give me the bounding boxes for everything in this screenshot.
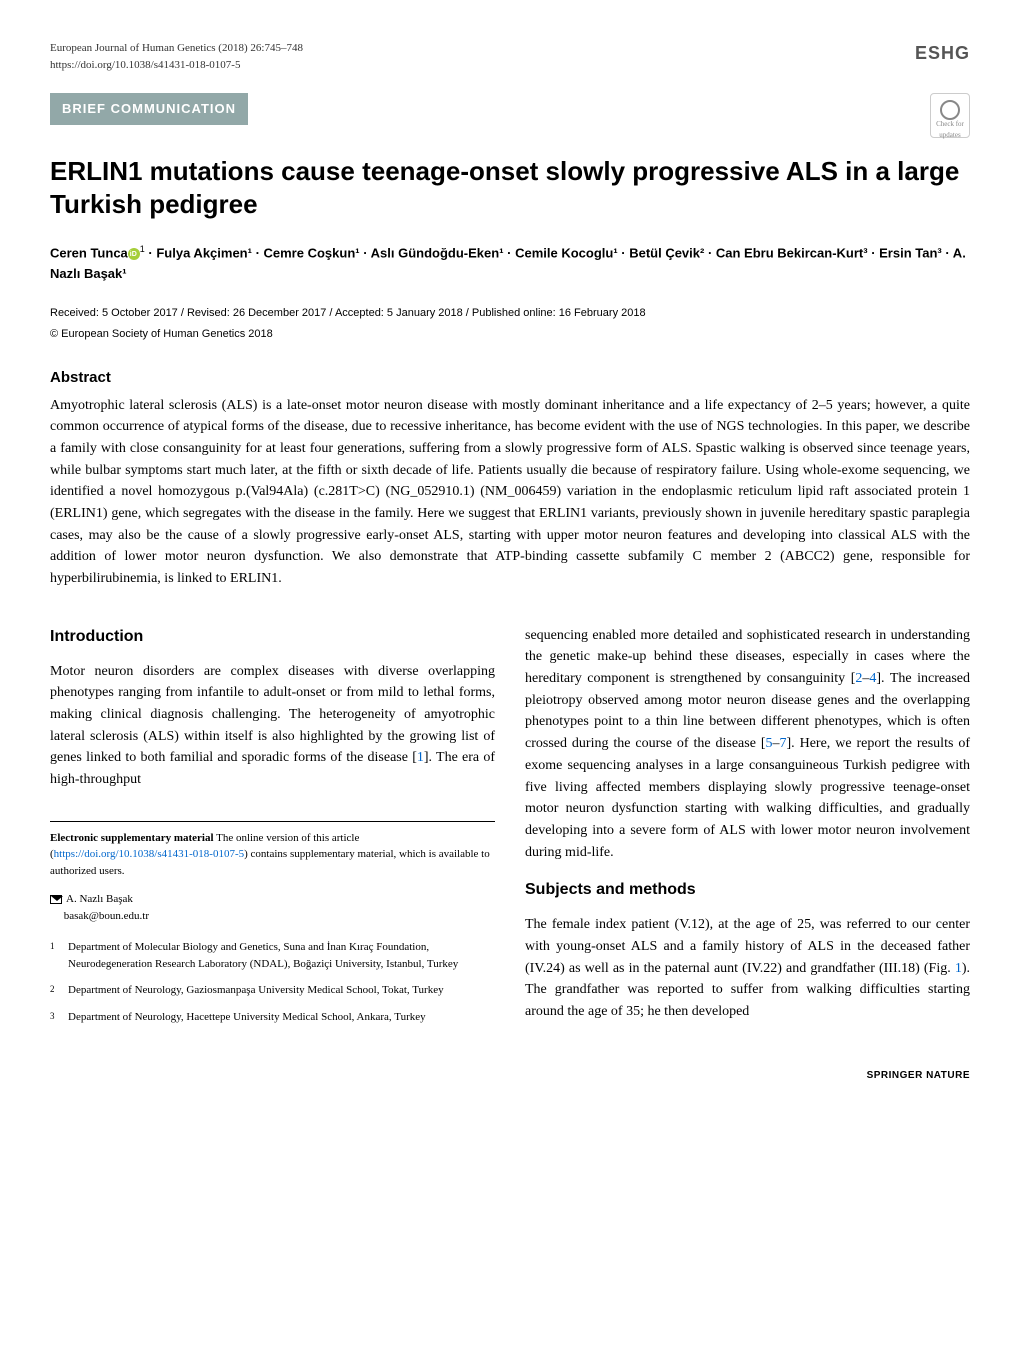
- corresponding-author: A. Nazlı Başak basak@boun.edu.tr: [50, 891, 495, 924]
- reference-link[interactable]: 1: [417, 750, 424, 765]
- abstract-heading: Abstract: [50, 367, 970, 390]
- article-title: ERLIN1 mutations cause teenage-onset slo…: [50, 155, 970, 223]
- header-row: European Journal of Human Genetics (2018…: [50, 40, 970, 73]
- springer-nature-brand: SPRINGER NATURE: [50, 1068, 970, 1083]
- brief-communication-badge: BRIEF COMMUNICATION: [50, 93, 248, 125]
- supp-label: Electronic supplementary material: [50, 832, 214, 844]
- abstract-body: Amyotrophic lateral sclerosis (ALS) is a…: [50, 398, 970, 587]
- journal-info: European Journal of Human Genetics (2018…: [50, 40, 303, 73]
- affil-text: Department of Molecular Biology and Gene…: [68, 939, 495, 972]
- journal-title: European Journal of Human Genetics (2018…: [50, 40, 303, 57]
- eshg-logo: ESHG: [915, 40, 970, 67]
- figure-link[interactable]: 1: [955, 961, 962, 976]
- check-updates-icon[interactable]: Check for updates: [930, 93, 970, 138]
- intro-continuation: sequencing enabled more detailed and sop…: [525, 625, 970, 864]
- affiliation-item: 2 Department of Neurology, Gaziosmanpaşa…: [50, 982, 495, 999]
- affiliation-item: 1 Department of Molecular Biology and Ge…: [50, 939, 495, 972]
- subjects-paragraph: The female index patient (V.12), at the …: [525, 914, 970, 1022]
- doi-link[interactable]: https://doi.org/10.1038/s41431-018-0107-…: [50, 57, 303, 74]
- publication-dates: Received: 5 October 2017 / Revised: 26 D…: [50, 305, 970, 322]
- affiliation-item: 3 Department of Neurology, Hacettepe Uni…: [50, 1009, 495, 1026]
- introduction-heading: Introduction: [50, 625, 495, 649]
- left-column: Introduction Motor neuron disorders are …: [50, 625, 495, 1038]
- abstract-text: Amyotrophic lateral sclerosis (ALS) is a…: [50, 395, 970, 590]
- col2-text-c: ]. Here, we report the results of exome …: [525, 736, 970, 859]
- affil-number: 1: [50, 939, 68, 972]
- corresp-name: A. Nazlı Başak: [66, 893, 133, 905]
- envelope-icon: [50, 895, 62, 904]
- copyright-line: © European Society of Human Genetics 201…: [50, 326, 970, 343]
- brief-comm-row: BRIEF COMMUNICATION Check for updates: [50, 93, 970, 140]
- author-names-rest: · Fulya Akçimen¹ · Cemre Coşkun¹ · Aslı …: [50, 245, 966, 281]
- supp-doi-link[interactable]: https://doi.org/10.1038/s41431-018-0107-…: [54, 848, 244, 860]
- affil-text: Department of Neurology, Hacettepe Unive…: [68, 1009, 495, 1026]
- subjects-heading: Subjects and methods: [525, 878, 970, 902]
- supplementary-material: Electronic supplementary material The on…: [50, 821, 495, 880]
- corresp-email[interactable]: basak@boun.edu.tr: [64, 910, 149, 922]
- affiliations-list: 1 Department of Molecular Biology and Ge…: [50, 939, 495, 1025]
- intro-paragraph: Motor neuron disorders are complex disea…: [50, 661, 495, 791]
- authors-list: Ceren Tunca1 · Fulya Akçimen¹ · Cemre Co…: [50, 242, 970, 285]
- ref-dash: –: [773, 736, 780, 751]
- affil-number: 2: [50, 982, 68, 999]
- affil-number: 3: [50, 1009, 68, 1026]
- two-column-body: Introduction Motor neuron disorders are …: [50, 625, 970, 1038]
- author-name: Ceren Tunca: [50, 245, 128, 260]
- right-column: sequencing enabled more detailed and sop…: [525, 625, 970, 1038]
- orcid-icon[interactable]: [128, 248, 140, 260]
- reference-link[interactable]: 7: [780, 736, 787, 751]
- affil-text: Department of Neurology, Gaziosmanpaşa U…: [68, 982, 495, 999]
- reference-link[interactable]: 5: [766, 736, 773, 751]
- subjects-text-a: The female index patient (V.12), at the …: [525, 917, 970, 975]
